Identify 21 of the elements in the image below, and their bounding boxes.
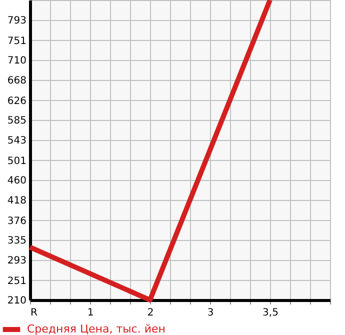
y-tick-label: 543 xyxy=(7,136,26,147)
y-tick-label: 251 xyxy=(7,276,26,287)
y-tick-label: 751 xyxy=(7,36,26,47)
legend-label: Средняя Цена, тыс. йен xyxy=(27,322,166,335)
y-tick-label: 335 xyxy=(7,236,26,246)
y-tick-label: 376 xyxy=(7,216,26,227)
y-tick-label: 668 xyxy=(7,76,26,87)
x-tick-label: 1 xyxy=(87,308,94,318)
x-tick-label: 3 xyxy=(207,308,214,318)
y-tick-label: 418 xyxy=(7,196,26,207)
x-tick-label: 3,5 xyxy=(262,308,278,318)
y-tick-label: 501 xyxy=(7,156,26,167)
y-tick-label: 210 xyxy=(7,296,26,306)
x-tick-label: R xyxy=(30,308,38,318)
y-tick-label: 626 xyxy=(7,96,26,107)
y-tick-label: 293 xyxy=(7,256,26,267)
x-tick-label: 2 xyxy=(147,308,154,318)
y-tick-label: 710 xyxy=(7,56,26,66)
y-tick-label: 585 xyxy=(7,116,26,126)
y-tick-label: 793 xyxy=(7,16,26,27)
y-tick-label: 460 xyxy=(7,176,26,186)
